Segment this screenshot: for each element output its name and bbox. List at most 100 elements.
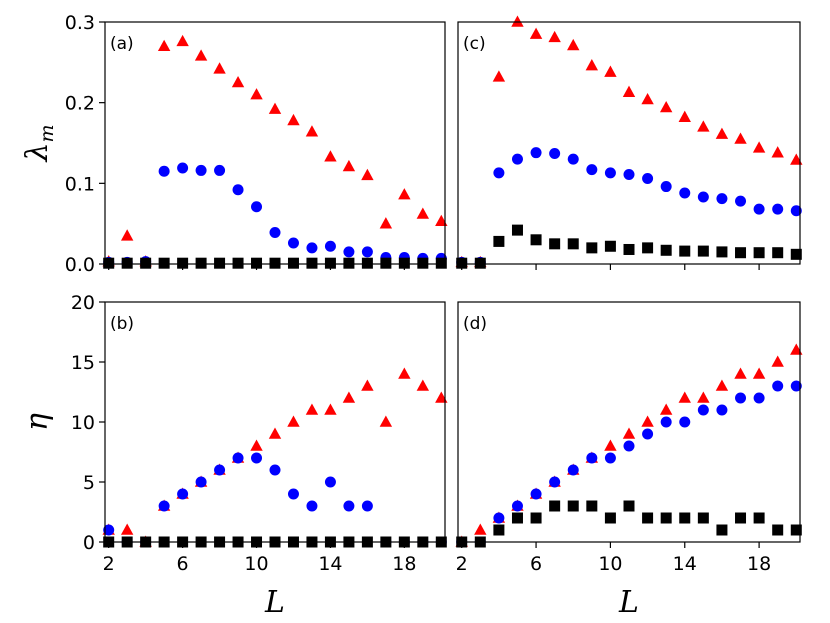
panel-b-circles-point-5 xyxy=(195,476,207,488)
panel-b-triangles-point-1 xyxy=(120,523,134,535)
panel-a-circles-point-8 xyxy=(251,201,263,213)
panel-c-circles-point-12 xyxy=(679,187,691,199)
panel-d-squares-point-10 xyxy=(642,512,654,524)
panel-d-triangles-point-14 xyxy=(715,379,729,391)
panel-d-circles-point-18 xyxy=(790,380,802,392)
panel-c-circles-point-9 xyxy=(623,168,635,180)
panel-c-triangles-point-11 xyxy=(659,101,673,113)
panel-c-circles-point-8 xyxy=(604,167,616,179)
panel-c-squares-point-1 xyxy=(474,257,486,269)
panel-b-ytick-label-1: 5 xyxy=(83,472,95,494)
panel-c-squares-point-4 xyxy=(530,234,542,246)
panel-c-triangles-point-10 xyxy=(641,92,654,105)
panel-c-triangles-point-9 xyxy=(622,85,636,97)
panel-d-squares-point-13 xyxy=(697,512,709,524)
panel-a-squares-point-6 xyxy=(214,257,226,269)
panel-b-triangles-point-8 xyxy=(250,439,263,451)
panel-a-label: (a) xyxy=(110,34,134,54)
panel-a-triangles-point-1 xyxy=(120,229,134,241)
panel-a-frame xyxy=(104,21,446,265)
panel-d-circles-point-15 xyxy=(735,392,747,404)
panel-b-ylabel: η xyxy=(20,413,55,431)
panel-c-triangles-point-16 xyxy=(752,141,766,153)
panel-c-triangles-point-6 xyxy=(567,38,580,51)
panel-d-triangles-point-18 xyxy=(790,343,803,355)
panel-c-circles-point-6 xyxy=(567,153,579,165)
panel-b-triangles-point-9 xyxy=(268,427,282,439)
panel-d-triangles-point-15 xyxy=(734,367,747,379)
panel-c-squares-point-13 xyxy=(697,245,709,257)
panel-a-triangles-point-4 xyxy=(176,34,189,47)
panel-a-triangles-point-5 xyxy=(194,49,208,61)
panel-d-circles-point-10 xyxy=(642,428,654,440)
panel-b-triangles-point-17 xyxy=(416,379,430,391)
panel-b-circles-point-8 xyxy=(251,452,263,464)
panel-d-circles-point-6 xyxy=(567,464,579,476)
panel-d-circles-point-8 xyxy=(604,452,616,464)
panel-c-label: (c) xyxy=(463,34,486,54)
panel-c-frame xyxy=(457,21,801,265)
panel-d-squares-point-8 xyxy=(604,512,616,524)
panel-b-triangles-point-14 xyxy=(361,379,374,391)
panel-b-frame xyxy=(104,301,446,543)
panel-a-squares-point-5 xyxy=(195,257,207,269)
panel-a-circles-point-7 xyxy=(232,184,244,196)
panel-a-squares-point-18 xyxy=(435,257,447,269)
panel-a-squares-point-7 xyxy=(232,257,244,269)
panel-a-triangles-point-7 xyxy=(231,76,245,88)
panel-c-triangles-point-18 xyxy=(790,153,803,165)
panel-a-ylabel: λm xyxy=(20,124,58,162)
panel-b-ytick-label-0: 0 xyxy=(83,532,95,554)
panel-a-squares-point-4 xyxy=(177,257,189,269)
panel-c-triangles-point-5 xyxy=(548,30,561,43)
panel-b-xtick-label-1: 6 xyxy=(177,553,189,575)
panel-a-triangles-point-16 xyxy=(398,188,411,200)
panel-c-triangles-point-15 xyxy=(734,132,747,144)
panel-c-triangles-point-17 xyxy=(771,146,784,158)
panel-a-squares-point-14 xyxy=(361,257,373,269)
panel-d-xtick-label-3: 14 xyxy=(673,553,697,575)
panel-d-triangles-point-11 xyxy=(659,403,673,415)
panel-c-squares-point-0 xyxy=(456,257,468,269)
panel-d-squares-point-9 xyxy=(623,500,635,512)
panel-c-squares-point-18 xyxy=(790,248,802,260)
panel-a-triangles-point-3 xyxy=(157,39,171,51)
panel-b-xtick-label-0: 2 xyxy=(103,553,115,575)
panel-c-circles-point-10 xyxy=(642,172,654,184)
panel-a-triangles-point-12 xyxy=(324,150,337,162)
panel-b-xlabel: L xyxy=(264,585,285,620)
panel-d-xtick-label-0: 2 xyxy=(456,553,468,575)
panel-a-triangles-point-14 xyxy=(361,168,374,181)
panel-b-circles-point-12 xyxy=(324,476,336,488)
panel-a-triangles-point-10 xyxy=(287,113,300,126)
panel-d-squares-point-17 xyxy=(772,524,784,536)
panel-c-circles-point-15 xyxy=(735,195,747,207)
panel-d-squares-point-3 xyxy=(511,512,523,524)
panel-a-squares-point-1 xyxy=(121,257,133,269)
panel-a-circles-point-14 xyxy=(361,246,373,258)
panel-c-triangles-point-2 xyxy=(492,70,506,82)
panel-b-triangles-point-13 xyxy=(342,391,356,403)
panel-d-label: (d) xyxy=(463,314,487,334)
panel-b-circles-point-6 xyxy=(214,464,226,476)
panel-a-squares-point-2 xyxy=(140,257,152,269)
panel-c-circles-point-13 xyxy=(697,191,709,203)
panel-b-triangles-point-16 xyxy=(398,367,411,379)
panel-c-triangles-point-7 xyxy=(585,59,599,71)
panel-c-squares-point-11 xyxy=(660,244,672,256)
panel-c-squares-point-5 xyxy=(549,238,561,250)
panel-b-ytick-label-2: 10 xyxy=(71,412,95,434)
panel-b-circles-point-11 xyxy=(306,500,318,512)
panel-c-triangles-point-3 xyxy=(511,15,524,27)
panel-a-squares-point-17 xyxy=(417,257,429,269)
panel-d-squares-point-16 xyxy=(753,512,765,524)
panel-d-triangles-point-10 xyxy=(641,415,654,427)
panel-c-circles-point-4 xyxy=(530,147,542,159)
panel-b-circles-point-14 xyxy=(361,500,373,512)
panel-a-circles-point-5 xyxy=(195,164,207,176)
panel-c-squares-point-15 xyxy=(735,247,747,259)
panel-a-circles-point-4 xyxy=(177,162,189,174)
panel-d-circles-point-4 xyxy=(530,488,542,500)
panel-a-triangles-point-9 xyxy=(268,102,282,114)
